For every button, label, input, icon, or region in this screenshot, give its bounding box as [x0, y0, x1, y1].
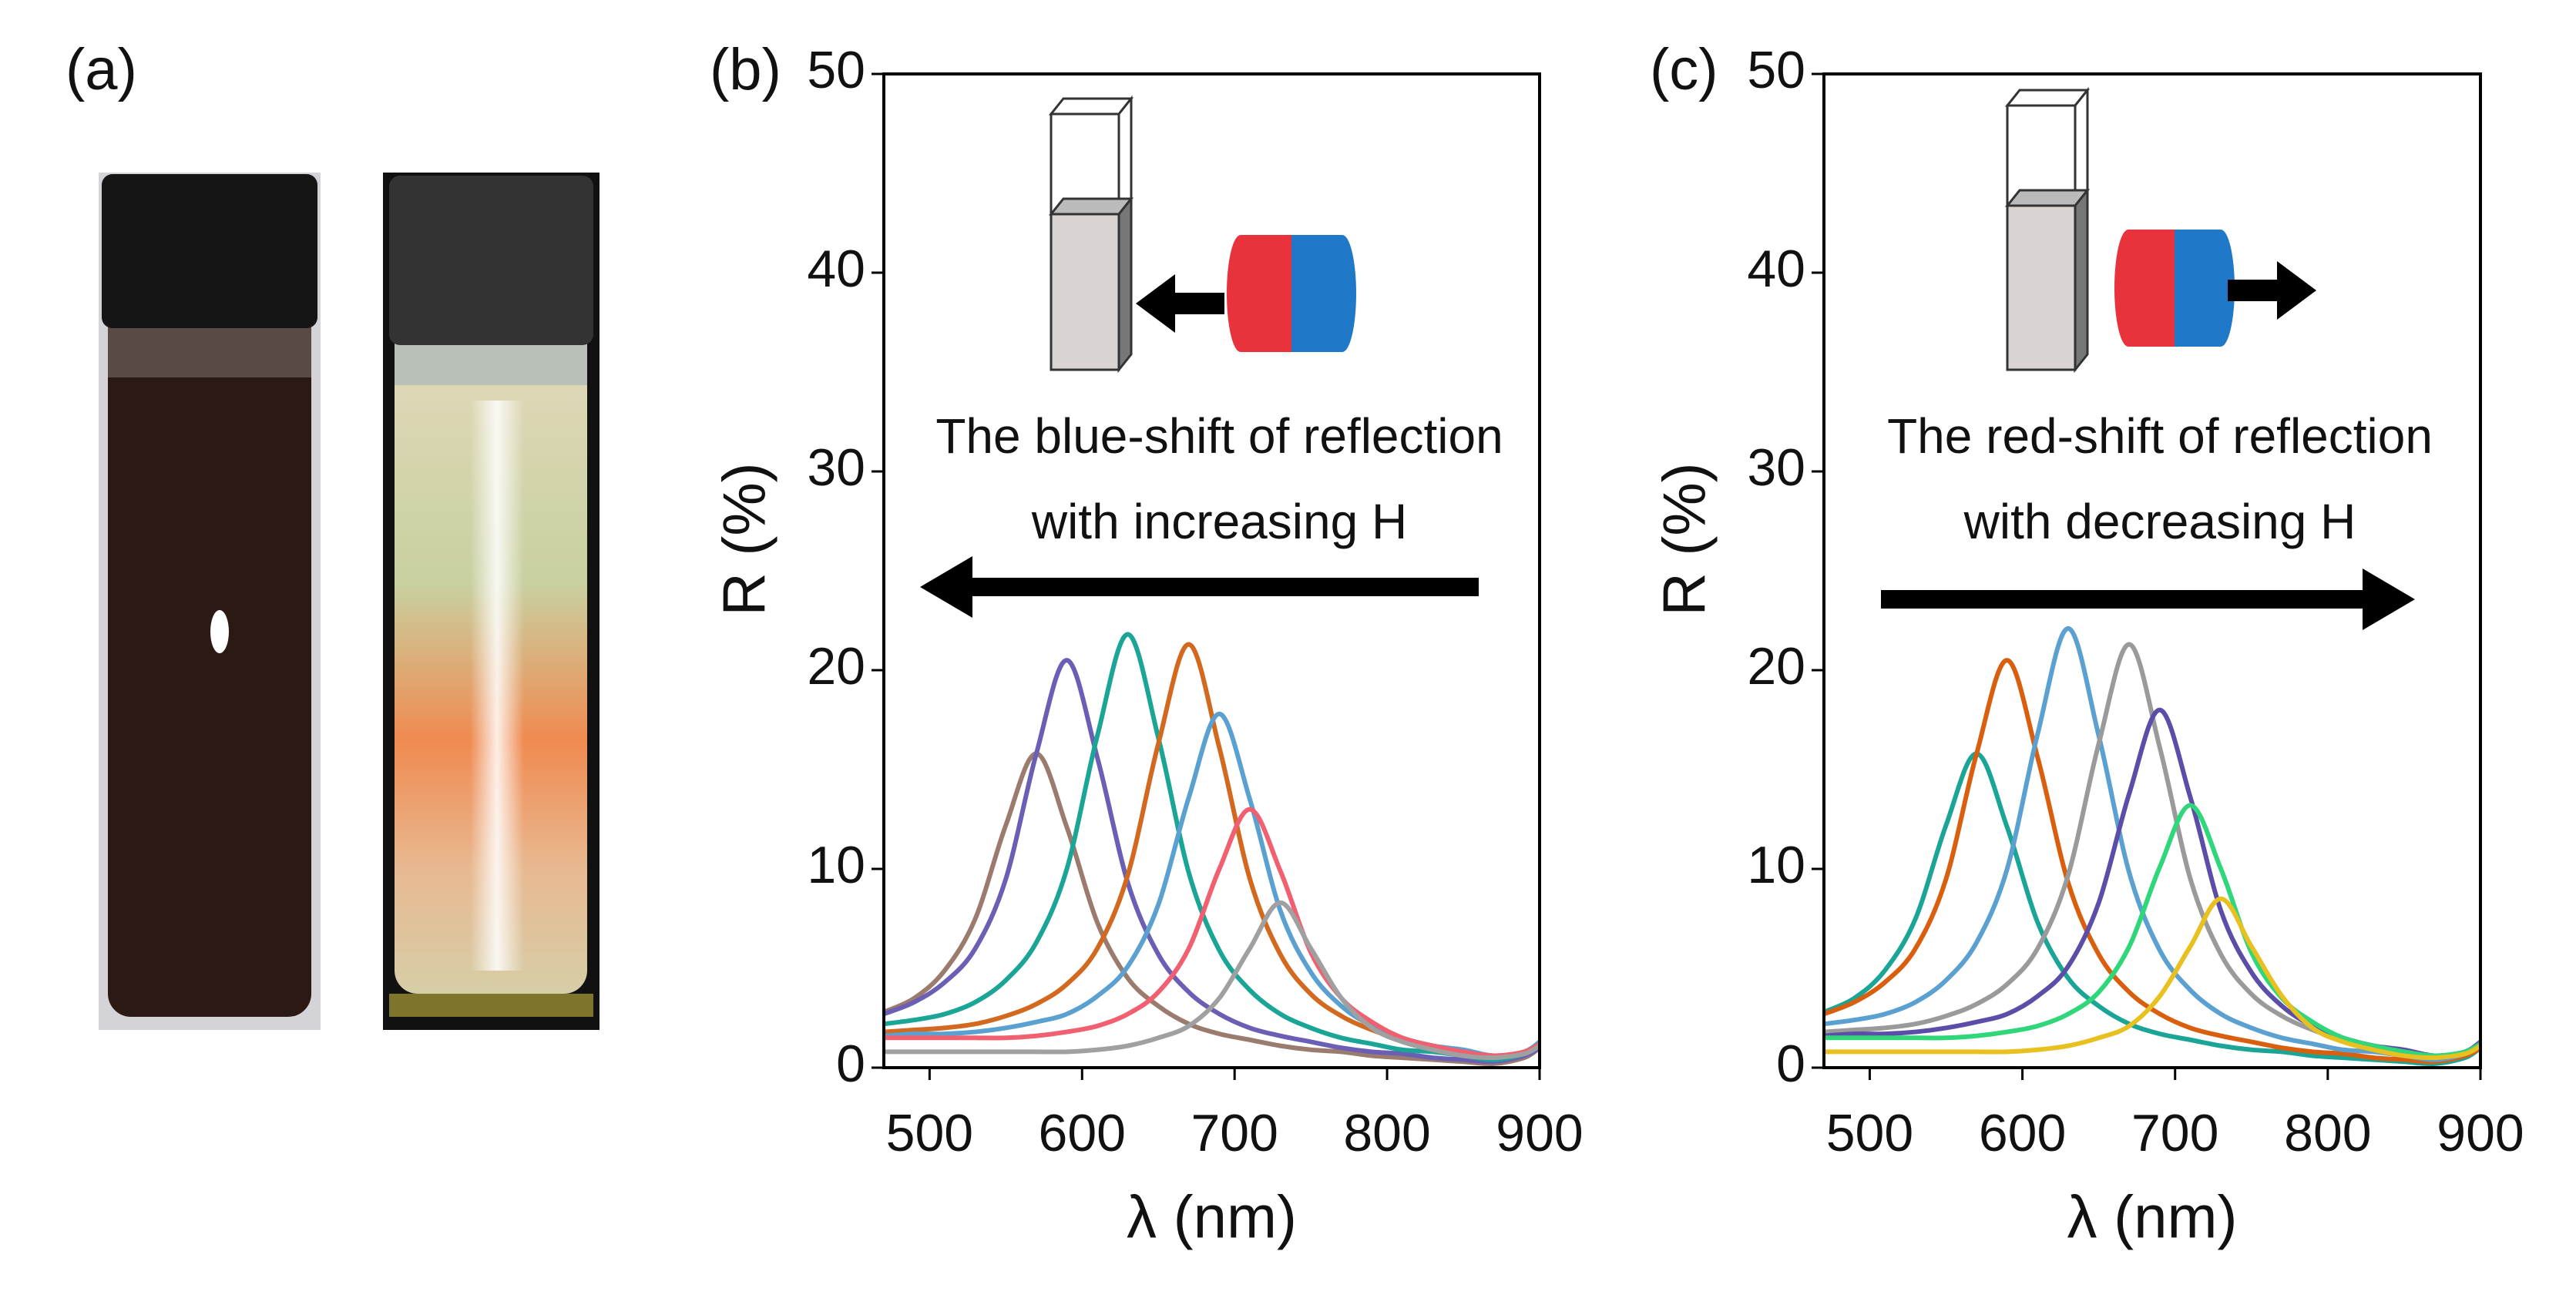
x-tick-label: 900: [1496, 1104, 1583, 1162]
cuvette: [2004, 86, 2091, 374]
y-tick-label: 10: [1747, 836, 1805, 894]
x-axis-label: λ (nm): [1127, 1183, 1297, 1251]
x-tick-label: 500: [886, 1104, 973, 1162]
magnet: [2114, 230, 2235, 347]
plot-frame: [1822, 72, 2482, 1069]
y-tick-label: 30: [807, 438, 865, 497]
arrow: [2228, 261, 2316, 320]
x-tick-label: 600: [1039, 1104, 1126, 1162]
arrow: [1136, 274, 1224, 333]
arrow: [1881, 568, 2415, 630]
vial-dark: [99, 173, 321, 1030]
x-axis-label: λ (nm): [2067, 1183, 2238, 1251]
panel-label: (a): [65, 37, 137, 102]
y-tick-label: 40: [1747, 240, 1805, 298]
data-line: [1824, 803, 2482, 1058]
y-tick-label: 50: [807, 41, 865, 99]
x-tick-label: 800: [2284, 1104, 2371, 1162]
x-tick-label: 700: [2131, 1104, 2218, 1162]
data-line: [1823, 625, 2482, 1062]
annotation: with decreasing H: [1963, 494, 2356, 549]
data-line: [1823, 896, 2482, 1061]
y-tick-label: 10: [807, 836, 865, 894]
x-tick-label: 700: [1191, 1104, 1278, 1162]
annotation: The blue-shift of reflection: [935, 408, 1503, 464]
cuvette: [1048, 95, 1134, 374]
data-line: [1823, 642, 2482, 1058]
y-axis-label: R (%): [1651, 462, 1718, 615]
annotation: with increasing H: [1031, 494, 1407, 549]
plot-frame: [882, 72, 1541, 1069]
data-line: [883, 900, 1541, 1061]
vial-bright: [383, 173, 599, 1030]
data-line: [883, 632, 1541, 1062]
annotation: The red-shift of reflection: [1887, 408, 2433, 464]
y-tick-label: 0: [836, 1035, 865, 1093]
y-tick-label: 20: [807, 637, 865, 696]
data-line: [882, 658, 1541, 1065]
y-tick-label: 0: [1776, 1035, 1805, 1093]
y-tick-label: 30: [1747, 438, 1805, 497]
y-axis-label: R (%): [710, 462, 778, 615]
data-line: [883, 642, 1541, 1058]
data-line: [884, 807, 1541, 1058]
x-tick-label: 800: [1343, 1104, 1430, 1162]
panel-label: (c): [1650, 37, 1718, 102]
x-tick-label: 500: [1826, 1104, 1913, 1162]
y-tick-label: 50: [1747, 41, 1805, 99]
data-line: [1822, 658, 2482, 1065]
x-tick-label: 600: [1979, 1104, 2066, 1162]
y-tick-label: 20: [1747, 637, 1805, 696]
data-line: [1822, 751, 2482, 1067]
data-line: [882, 751, 1541, 1067]
panel-label: (b): [710, 37, 781, 102]
y-tick-label: 40: [807, 240, 865, 298]
x-tick-label: 900: [2437, 1104, 2524, 1162]
magnet: [1227, 235, 1356, 352]
arrow: [920, 556, 1479, 618]
